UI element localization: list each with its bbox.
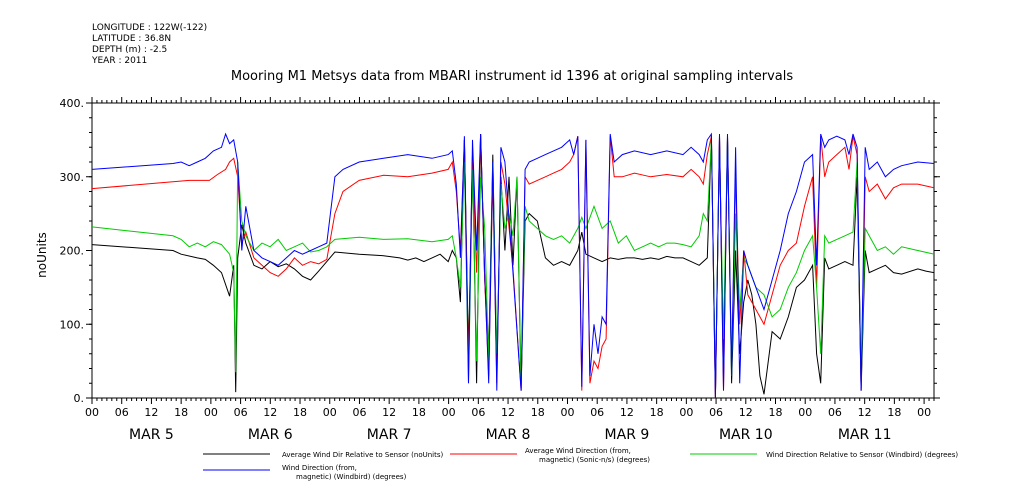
series-line-3 bbox=[92, 139, 934, 384]
x-tick-label: 06 bbox=[590, 406, 604, 419]
x-tick-label: 00 bbox=[679, 406, 693, 419]
x-tick-label: 18 bbox=[769, 406, 783, 419]
legend-label-3: Wind Direction Relative to Sensor (Windb… bbox=[766, 451, 958, 459]
legend: Average Wind Dir Relative to Sensor (noU… bbox=[203, 447, 958, 481]
x-tick-label: 18 bbox=[650, 406, 664, 419]
legend-label-4-line2: magnetic) (Windbird) (degrees) bbox=[296, 473, 407, 481]
plot-frame bbox=[91, 102, 935, 399]
x-tick-label: 18 bbox=[293, 406, 307, 419]
x-date-label: MAR 9 bbox=[605, 427, 650, 443]
y-tick-label: 0. bbox=[74, 392, 85, 405]
x-date-label: MAR 10 bbox=[719, 427, 773, 443]
x-tick-label: 18 bbox=[174, 406, 188, 419]
x-tick-label: 00 bbox=[798, 406, 812, 419]
x-date-label: MAR 8 bbox=[486, 427, 531, 443]
latitude-label: LATITUDE : 36.8N bbox=[92, 34, 171, 44]
x-tick-label: 00 bbox=[323, 406, 337, 419]
legend-label-2-line1: Average Wind Direction (from, bbox=[525, 447, 631, 455]
legend-label-4-line1: Wind Direction (from, bbox=[282, 464, 357, 472]
x-tick-label: 06 bbox=[471, 406, 485, 419]
x-tick-label: 12 bbox=[739, 406, 753, 419]
x-date-label: MAR 11 bbox=[838, 427, 892, 443]
x-tick-label: 06 bbox=[234, 406, 248, 419]
x-tick-label: 00 bbox=[917, 406, 931, 419]
x-tick-label: 12 bbox=[620, 406, 634, 419]
axes: 0. 100. 200. 300. 400. 00 06 12 18 00 06 12 18 00 06 12… bbox=[60, 97, 940, 443]
x-date-label: MAR 5 bbox=[129, 427, 174, 443]
series-lines bbox=[92, 132, 934, 398]
x-tick-label: 12 bbox=[263, 406, 277, 419]
year-label: YEAR : 2011 bbox=[91, 56, 147, 66]
series-line-4 bbox=[92, 132, 934, 398]
x-tick-label: 00 bbox=[85, 406, 99, 419]
x-tick-label: 00 bbox=[204, 406, 218, 419]
x-tick-label: 00 bbox=[560, 406, 574, 419]
x-tick-label: 00 bbox=[442, 406, 456, 419]
legend-label-1: Average Wind Dir Relative to Sensor (noU… bbox=[282, 451, 443, 459]
x-tick-label: 12 bbox=[858, 406, 872, 419]
x-date-label: MAR 7 bbox=[367, 427, 412, 443]
y-tick-label: 200. bbox=[60, 245, 85, 258]
depth-label: DEPTH (m) : -2.5 bbox=[92, 45, 167, 55]
legend-label-2-line2: magnetic) (Sonic-n/s) (degrees) bbox=[539, 456, 650, 464]
x-tick-label: 18 bbox=[531, 406, 545, 419]
x-tick-label: 06 bbox=[352, 406, 366, 419]
x-tick-label: 12 bbox=[501, 406, 515, 419]
x-tick-label: 06 bbox=[828, 406, 842, 419]
x-date-label: MAR 6 bbox=[248, 427, 293, 443]
y-axis-label: noUnits bbox=[35, 232, 49, 278]
x-tick-label: 18 bbox=[887, 406, 901, 419]
x-tick-label: 12 bbox=[144, 406, 158, 419]
x-tick-label: 06 bbox=[709, 406, 723, 419]
chart-title: Mooring M1 Metsys data from MBARI instru… bbox=[231, 69, 793, 84]
x-tick-label: 06 bbox=[115, 406, 129, 419]
x-tick-label: 18 bbox=[412, 406, 426, 419]
y-tick-label: 100. bbox=[60, 318, 85, 331]
series-line-1 bbox=[92, 133, 934, 398]
series-line-2 bbox=[92, 133, 934, 398]
y-tick-label: 400. bbox=[60, 97, 85, 110]
y-tick-label: 300. bbox=[60, 171, 85, 184]
longitude-label: LONGITUDE : 122W(-122) bbox=[92, 23, 207, 33]
x-tick-label: 12 bbox=[382, 406, 396, 419]
